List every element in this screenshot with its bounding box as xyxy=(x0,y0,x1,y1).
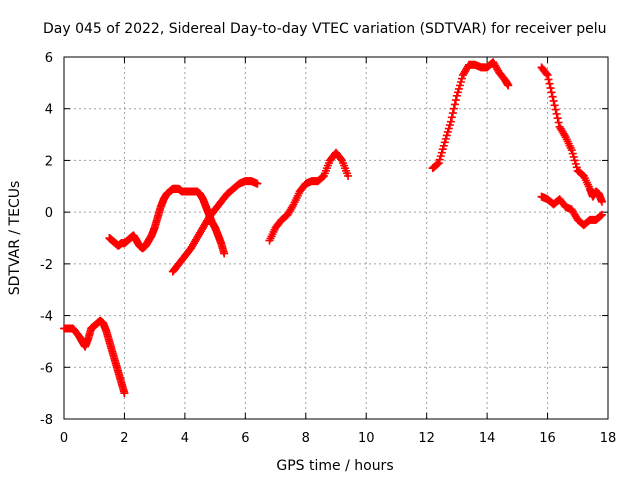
data-point xyxy=(544,75,553,84)
data-point xyxy=(446,117,455,126)
series-arc4 xyxy=(265,148,353,245)
data-point xyxy=(451,96,460,105)
data-point xyxy=(549,96,558,105)
y-tick-label: 2 xyxy=(45,154,53,169)
series-arc6 xyxy=(537,63,606,206)
data-point xyxy=(504,81,513,90)
y-axis-label: SDTVAR / TECUs xyxy=(7,181,23,296)
axis-ticks xyxy=(63,56,609,420)
data-point xyxy=(551,105,560,114)
data-point xyxy=(545,79,554,88)
data-point xyxy=(553,114,562,123)
x-tick-label: 14 xyxy=(479,431,496,446)
x-tick-label: 10 xyxy=(358,431,375,446)
series-arc7 xyxy=(537,192,606,230)
data-point xyxy=(448,109,457,118)
y-tick-labels: -8 -6 -4 -2 0 2 4 6 xyxy=(40,51,53,428)
data-points xyxy=(60,58,606,398)
data-point xyxy=(220,249,229,258)
x-tick-labels: 0 2 4 6 8 10 12 14 16 18 xyxy=(60,431,616,446)
y-tick-label: -6 xyxy=(40,361,53,376)
data-point xyxy=(548,92,557,101)
data-point xyxy=(542,69,551,78)
grid-lines xyxy=(64,57,608,419)
series-arc5 xyxy=(428,58,513,173)
data-point xyxy=(550,101,559,110)
chart-title: Day 045 of 2022, Sidereal Day-to-day VTE… xyxy=(43,21,606,37)
y-tick-label: -2 xyxy=(40,258,53,273)
x-tick-label: 18 xyxy=(600,431,617,446)
x-tick-label: 4 xyxy=(181,431,189,446)
data-point xyxy=(449,104,458,113)
y-tick-label: 4 xyxy=(45,103,53,118)
x-tick-label: 12 xyxy=(418,431,435,446)
data-point xyxy=(546,84,555,93)
x-tick-label: 6 xyxy=(241,431,249,446)
data-point xyxy=(597,197,606,206)
series-arc3 xyxy=(168,177,262,276)
y-tick-label: -8 xyxy=(40,413,53,428)
data-point xyxy=(253,179,262,188)
data-point xyxy=(552,109,561,118)
x-tick-label: 2 xyxy=(120,431,128,446)
data-point xyxy=(596,211,605,220)
y-tick-label: 0 xyxy=(45,206,53,221)
data-point xyxy=(554,118,563,127)
data-point xyxy=(543,71,552,80)
x-tick-label: 8 xyxy=(302,431,310,446)
plot-frame xyxy=(63,56,609,420)
data-point xyxy=(450,100,459,109)
data-point xyxy=(344,171,353,180)
data-point xyxy=(447,113,456,122)
x-axis-label: GPS time / hours xyxy=(276,458,393,474)
data-point xyxy=(547,88,556,97)
x-tick-label: 0 xyxy=(60,431,68,446)
data-point xyxy=(597,210,606,219)
y-tick-label: -4 xyxy=(40,310,53,325)
series-arc1 xyxy=(60,316,129,398)
x-tick-label: 16 xyxy=(539,431,556,446)
y-tick-label: 6 xyxy=(45,51,53,66)
data-point xyxy=(433,159,442,168)
data-point xyxy=(120,389,129,398)
